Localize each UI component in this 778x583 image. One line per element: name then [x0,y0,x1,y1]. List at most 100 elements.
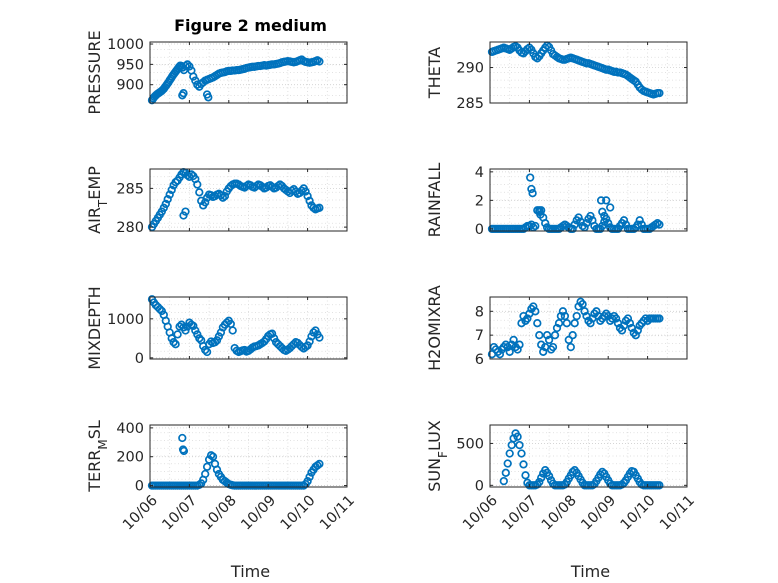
pressure-point [189,72,198,81]
x-tick-label: 10/08 [539,493,580,534]
airtemp-point [301,187,310,196]
y-tick-label: 7 [475,328,484,344]
x-tick-label: 10/08 [199,493,240,534]
sunflux-point [505,449,514,458]
h2omixra-frame [489,296,688,360]
y-axis-label-rest: SL [85,420,104,439]
theta-axes: 285 290 THETA [425,41,688,112]
mixdepth-point [171,340,180,349]
terrmsl-point [178,433,187,443]
y-axis-label-main: AIR [85,207,104,234]
h2omixra-point [633,326,642,335]
y-tick-label: 4 [475,165,484,181]
airtemp-point [165,190,174,199]
sunflux-point [503,459,512,468]
terrmsl-grid [150,425,347,487]
h2omixra-point [554,319,564,328]
y-axis-label: THETA [425,47,444,99]
h2omixra-point [539,347,548,356]
h2omixra-point [560,311,570,321]
airtemp-point [201,198,210,207]
pressure-series [147,55,324,105]
y-axis-label-subscript: F [436,451,450,458]
pressure-point [183,60,192,69]
rainfall-point [528,189,537,198]
sunflux-grid [490,425,687,487]
mixdepth-series [147,295,324,357]
terrmsl-point [201,469,210,479]
terrmsl-point [315,459,324,469]
h2omixra-point [617,326,627,335]
h2omixra-point [592,307,601,316]
h2omixra-point [631,331,640,340]
mixdepth-point [222,318,231,327]
h2omixra-point [550,331,560,340]
x-tick-label: 10/11 [657,493,698,534]
y-axis-label-subscript: T [96,199,110,208]
theta-point [655,88,664,98]
x-tick-label: 10/07 [160,493,201,534]
rainfall-point [541,219,550,228]
airtemp-point [303,191,312,201]
h2omixra-point [533,319,542,328]
airtemp-point [167,185,176,195]
airtemp-series [147,167,324,232]
h2omixra-point [655,314,664,323]
airtemp-point [220,191,230,201]
h2omixra-point [515,340,524,349]
y-axis-label-rest: EMP [85,166,104,200]
rainfall-point [526,173,535,182]
x-tick-label: 10/11 [317,493,358,534]
rainfall-point [527,184,536,194]
rainfall-point [635,216,644,225]
y-tick-label: 285 [456,96,484,112]
rainfall-point [596,196,606,205]
airtemp-point [163,195,172,204]
mixdepth-point [175,322,184,331]
mixdepth-point [169,338,178,347]
pressure-point [185,62,194,71]
rainfall-axes: 0 2 4 RAINFALL [425,163,688,238]
terrmsl-point [202,462,212,471]
h2omixra-axes: 6 7 8 H2OMIXRA [425,285,688,371]
h2omixra-point [556,311,566,321]
rainfall-point [568,224,577,234]
y-tick-label: 2 [475,193,484,209]
y-axis-label: MIXDEPTH [85,286,104,369]
y-tick-label: 0 [475,222,484,238]
x-tick-label: 10/10 [278,493,319,534]
sunflux-point [515,440,524,450]
sunflux-point [501,468,510,477]
h2omixra-point [495,350,505,359]
rainfall-point [598,207,607,216]
x-axis-label: Time [570,562,610,581]
pressure-point [315,57,324,66]
terrmsl-point [212,465,222,474]
h2omixra-point [529,302,538,311]
h2omixra-point [552,323,562,333]
theta-point [533,54,542,63]
y-tick-label: 1000 [107,312,144,328]
mixdepth-point [315,333,324,342]
sunflux-point [544,471,554,481]
rainfall-point [606,203,615,212]
mixdepth-frame [149,296,348,360]
y-tick-label: 200 [116,450,144,466]
h2omixra-point [562,319,571,328]
x-tick-label: 10/09 [238,493,279,534]
airtemp-frame [149,168,348,232]
y-axis-label: RAINFALL [425,163,444,238]
y-axis-label: PRESSURE [85,30,104,114]
sunflux-point [499,476,508,486]
sunflux-point [519,460,528,469]
y-tick-label: 0 [135,351,144,367]
y-axis-label: H2OMIXRA [425,285,444,371]
airtemp-axes: 280 285 AIRTEMP [85,166,348,236]
y-tick-label: 900 [116,78,144,94]
rainfall-point [535,206,544,215]
mixdepth-point [195,334,204,343]
h2omixra-point [611,314,621,323]
h2omixra-point [566,342,575,352]
